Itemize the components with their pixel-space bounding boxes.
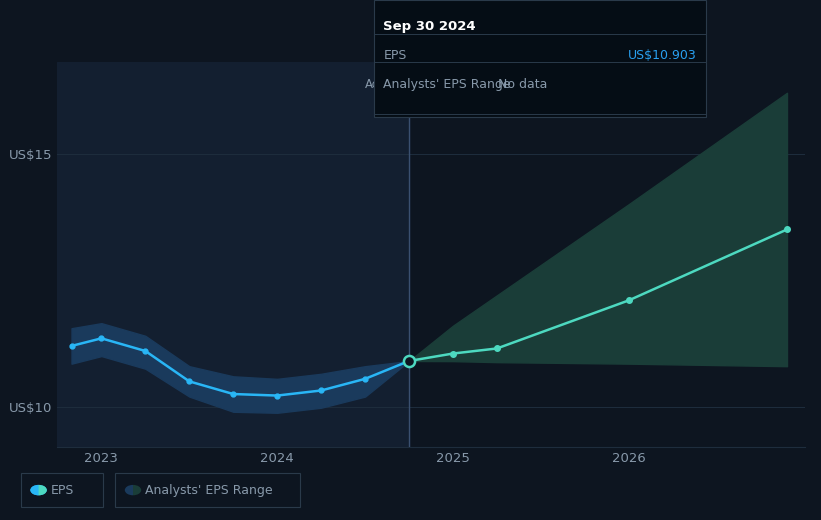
Text: Sep 30 2024: Sep 30 2024 <box>383 20 476 33</box>
Text: Analysts' EPS Range: Analysts' EPS Range <box>383 78 511 91</box>
Text: Analysts' EPS Range: Analysts' EPS Range <box>145 484 273 497</box>
Text: EPS: EPS <box>383 49 406 62</box>
Bar <box>57 62 409 447</box>
Text: US$10.903: US$10.903 <box>627 49 696 62</box>
Text: Analysts Forecasts: Analysts Forecasts <box>416 78 526 91</box>
Text: No data: No data <box>498 78 548 91</box>
Text: EPS: EPS <box>51 484 74 497</box>
Text: Actual: Actual <box>365 78 402 91</box>
